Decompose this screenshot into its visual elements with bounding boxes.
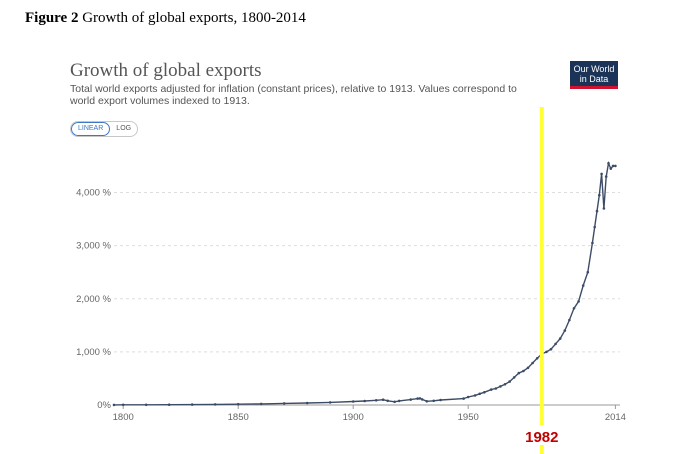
owid-logo[interactable]: Our World in Data — [570, 61, 618, 89]
y-tick-label: 3,000 % — [76, 241, 111, 252]
data-point — [494, 387, 498, 390]
data-point — [508, 380, 511, 383]
data-point — [416, 397, 419, 400]
data-point — [512, 376, 516, 379]
figure-caption-text: Growth of global exports, 1800-2014 — [78, 10, 306, 26]
data-point — [328, 401, 332, 404]
data-point — [602, 207, 606, 210]
y-tick-label: 1,000 % — [76, 347, 111, 358]
scale-toggle: LINEAR LOG — [70, 121, 139, 137]
data-point — [374, 399, 378, 402]
data-point — [259, 402, 263, 406]
data-point — [595, 209, 599, 213]
data-point — [593, 225, 596, 229]
scale-log-button[interactable]: LOG — [116, 125, 132, 132]
data-point — [397, 399, 401, 403]
data-point — [563, 329, 567, 332]
data-point — [425, 400, 429, 403]
data-point — [363, 399, 367, 403]
data-point — [386, 399, 390, 403]
data-point — [305, 401, 309, 405]
x-tick-label: 1900 — [343, 412, 364, 423]
data-point — [554, 342, 557, 346]
data-point — [522, 369, 525, 373]
scale-linear-button[interactable]: LINEAR — [71, 122, 111, 136]
data-point — [121, 403, 125, 407]
logo-line-2: in Data — [579, 74, 609, 84]
x-tick-label: 1950 — [458, 412, 479, 423]
data-point — [236, 402, 240, 406]
data-point — [586, 270, 590, 274]
data-point — [418, 397, 422, 400]
data-point — [604, 175, 608, 178]
x-tick-label: 2014 — [605, 412, 626, 423]
data-point — [526, 366, 530, 370]
data-point — [432, 399, 436, 403]
x-tick-label: 1850 — [228, 412, 249, 423]
data-point — [531, 361, 534, 365]
data-point — [420, 398, 424, 401]
data-point — [503, 383, 507, 386]
annotation-layer: 1982 — [515, 107, 568, 454]
data-point — [381, 398, 385, 402]
data-point — [591, 241, 594, 245]
data-point — [558, 337, 562, 340]
data-point — [409, 398, 413, 401]
data-point — [351, 400, 355, 403]
data-point — [517, 371, 521, 375]
data-point — [393, 400, 396, 404]
chart-subtitle: Total world exports adjusted for inflati… — [70, 83, 517, 107]
data-point — [144, 403, 148, 407]
data-point — [607, 162, 610, 165]
figure-caption: Figure 2 Growth of global exports, 1800-… — [25, 10, 306, 27]
data-point — [439, 398, 442, 402]
data-point — [112, 403, 116, 407]
data-point — [282, 402, 286, 405]
data-point — [581, 284, 585, 287]
data-point — [462, 397, 465, 400]
series-layer — [112, 160, 617, 407]
y-tick-label: 2,000 % — [76, 294, 111, 305]
data-point — [549, 347, 553, 351]
data-point — [568, 318, 571, 322]
y-tick-label: 0% — [97, 400, 111, 411]
data-point — [483, 391, 486, 394]
data-point — [473, 394, 477, 397]
chart-title: Growth of global exports — [70, 60, 262, 81]
data-point — [478, 392, 482, 396]
data-point — [577, 300, 580, 303]
figure-number: Figure 2 — [25, 10, 79, 26]
data-point — [190, 403, 194, 406]
logo-line-1: Our World — [573, 64, 615, 74]
annotation-label-1982: 1982 — [525, 429, 558, 446]
data-point — [535, 357, 539, 360]
data-point — [572, 307, 576, 310]
data-point — [213, 403, 217, 406]
data-point — [600, 172, 603, 176]
x-tick-label: 1800 — [113, 412, 134, 423]
annotation-label-bg — [515, 425, 568, 445]
year-highlight-bar — [539, 107, 544, 454]
data-point — [466, 395, 470, 399]
grid-layer — [114, 192, 620, 353]
data-point — [167, 403, 171, 407]
data-point — [611, 164, 615, 168]
data-point — [499, 385, 502, 388]
data-point — [609, 167, 613, 170]
data-point — [614, 164, 617, 168]
data-point — [598, 193, 601, 197]
y-tick-label: 4,000 % — [76, 188, 111, 199]
data-point — [545, 350, 548, 354]
data-point — [489, 388, 493, 391]
